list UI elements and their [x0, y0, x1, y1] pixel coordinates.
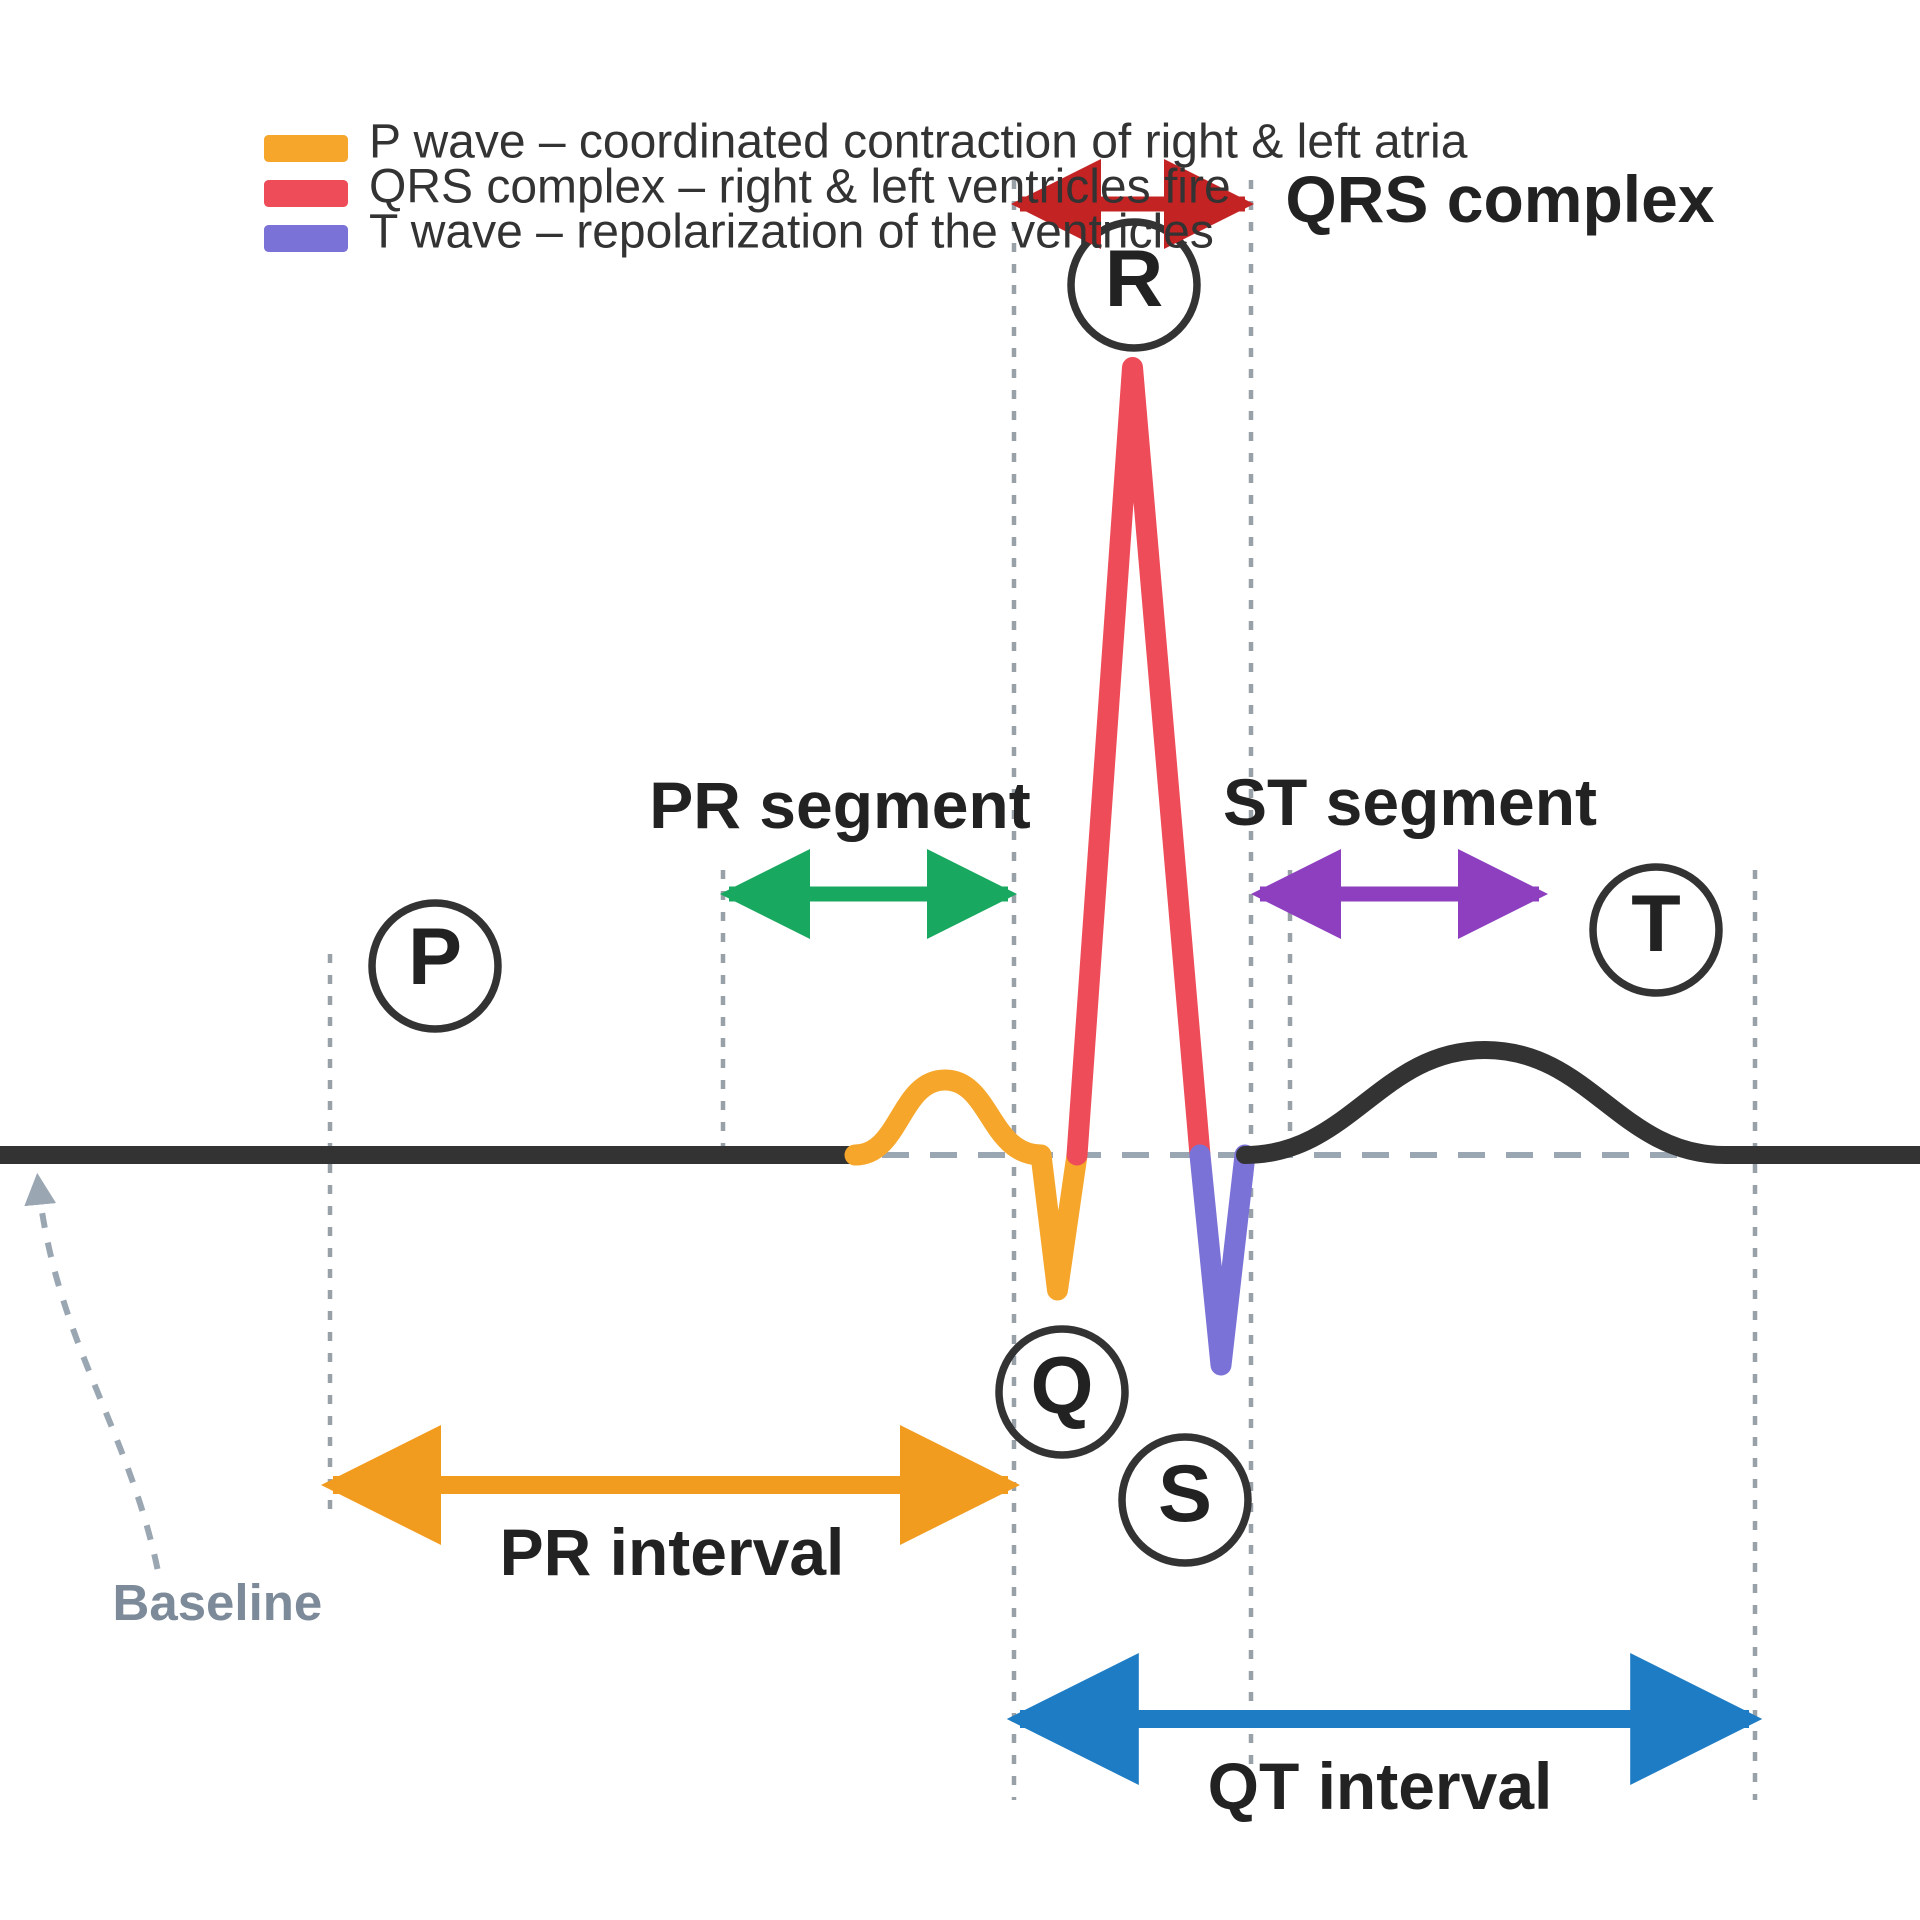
- baseline-pointer: [38, 1176, 158, 1569]
- pr-interval-label: PR interval: [500, 1515, 845, 1589]
- wave-Q: Q: [999, 1329, 1125, 1455]
- wave-P: P: [372, 903, 498, 1029]
- wave-label-P: P: [408, 912, 462, 1002]
- wave-label-Q: Q: [1030, 1341, 1093, 1431]
- wave-label-S: S: [1158, 1449, 1212, 1539]
- pr-segment-label: PR segment: [649, 768, 1030, 842]
- qt-interval-label: QT interval: [1208, 1749, 1553, 1823]
- st-segment-label: ST segment: [1223, 765, 1597, 839]
- ecg-trace: [0, 368, 1920, 1366]
- wave-label-T: T: [1631, 879, 1680, 969]
- legend-swatch-2: [264, 225, 348, 252]
- ecg-diagram: PQRSTPR intervalPR segmentQRS complexST …: [0, 0, 1920, 1920]
- qrs-complex-label: QRS complex: [1285, 162, 1714, 236]
- wave-T: T: [1593, 867, 1719, 993]
- legend-label-2: T wave – repolarization of the ventricle…: [369, 206, 1214, 259]
- legend-swatch-0: [264, 135, 348, 162]
- legend-swatch-1: [264, 180, 348, 207]
- baseline-label: Baseline: [113, 1574, 323, 1631]
- wave-S: S: [1122, 1437, 1248, 1563]
